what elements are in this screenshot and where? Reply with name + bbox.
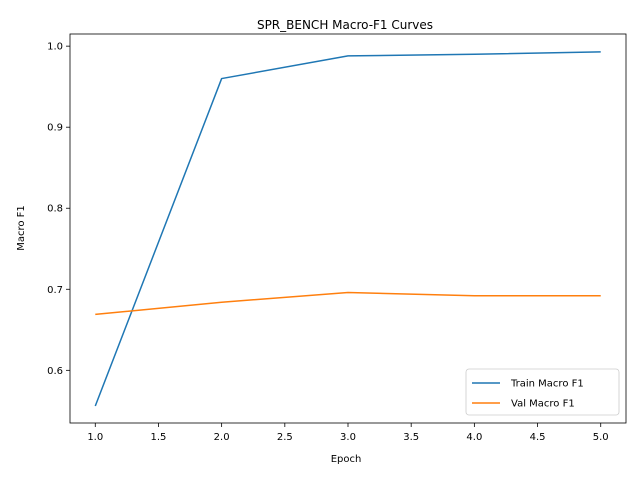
legend-label: Train Macro F1 [510, 379, 584, 390]
y-tick-label: 0.8 [47, 204, 63, 215]
y-tick-label: 1.0 [47, 42, 63, 53]
x-tick-label: 1.5 [151, 432, 167, 443]
y-axis-label: Macro F1 [16, 205, 27, 251]
x-axis-ticks: 1.0 1.5 2.0 2.5 3.0 3.5 4.0 4.5 5.0 [87, 423, 609, 443]
x-tick-label: 1.0 [87, 432, 103, 443]
x-axis-label: Epoch [331, 454, 362, 465]
y-tick-label: 0.6 [47, 366, 63, 377]
series-line-train [94, 51, 601, 407]
series-line-val [95, 291, 601, 316]
y-tick-label: 0.9 [47, 123, 63, 134]
x-tick-label: 4.5 [530, 432, 546, 443]
legend-label: Val Macro F1 [511, 399, 575, 410]
x-tick-label: 3.5 [403, 432, 419, 443]
legend-frame [465, 368, 620, 416]
chart-title: SPR_BENCH Macro-F1 Curves [257, 18, 433, 32]
x-tick-label: 3.0 [340, 432, 356, 443]
legend: Train Macro F1 Val Macro F1 [465, 368, 620, 416]
x-tick-label: 5.0 [593, 432, 609, 443]
series-lines [94, 51, 601, 407]
x-tick-label: 4.0 [466, 432, 482, 443]
y-axis-ticks: 0.6 0.7 0.8 0.9 1.0 [47, 42, 70, 377]
x-tick-label: 2.0 [214, 432, 230, 443]
y-tick-label: 0.7 [47, 285, 63, 296]
plot-area-frame [69, 33, 627, 424]
x-tick-label: 2.5 [277, 432, 293, 443]
